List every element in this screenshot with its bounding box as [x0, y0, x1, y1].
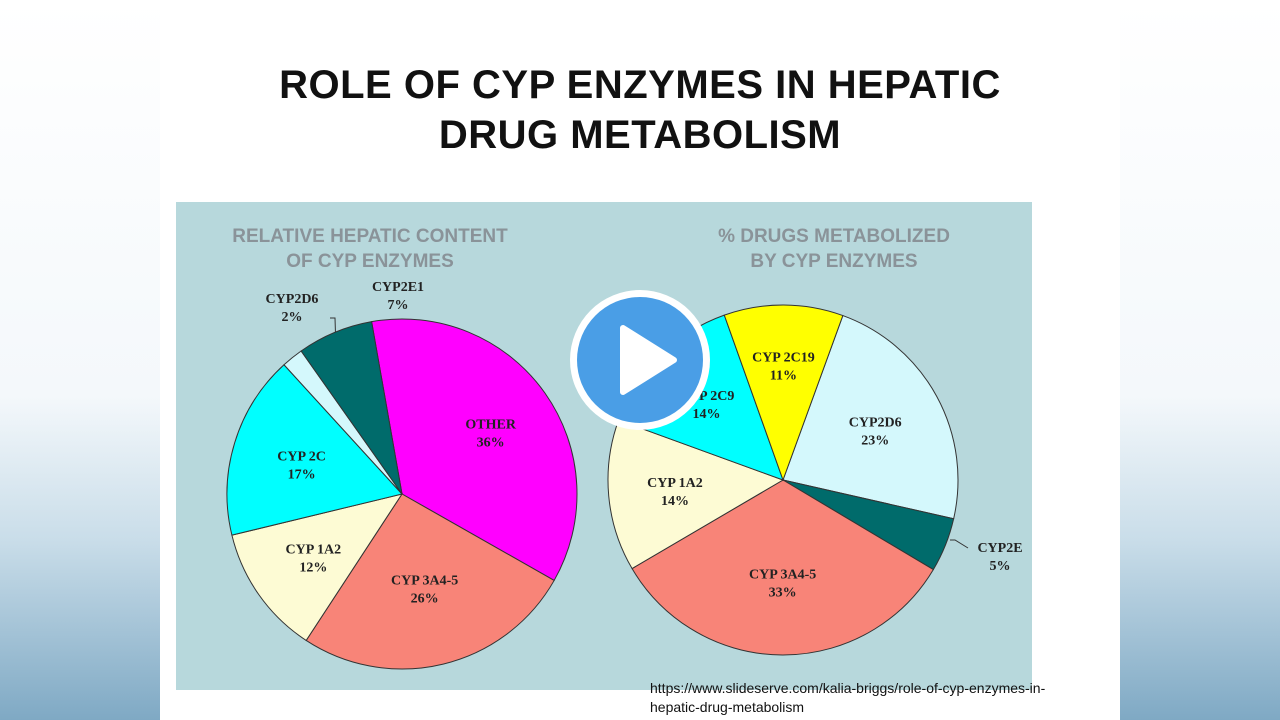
pie-slice-cyp-3a4-5 — [305, 493, 555, 670]
slice-label-other: OTHER — [465, 417, 516, 432]
right-pie-title-line-2: BY CYP ENZYMES — [750, 251, 918, 272]
slice-value-cyp-2c9: 14% — [693, 407, 721, 422]
pie-slice-cyp-1a2 — [607, 419, 785, 570]
slice-value-cyp2d6: 2% — [282, 310, 303, 325]
slice-label-cyp2d6: CYP2D6 — [849, 416, 902, 431]
pie-slice-cyp-2c — [226, 364, 403, 536]
slice-value-cyp-2c: 17% — [288, 467, 316, 482]
slice-value-other: 36% — [477, 435, 505, 450]
source-citation[interactable]: https://www.slideserve.com/kalia-briggs/… — [650, 679, 1120, 717]
slice-label-cyp2d6: CYP2D6 — [266, 292, 319, 307]
pie-slice-cyp2d6 — [782, 314, 959, 520]
slice-label-cyp2e1: CYP2E1 — [372, 280, 424, 295]
pie-slice-cyp-1a2 — [231, 493, 404, 642]
slide-title-line-1: ROLE OF CYP ENZYMES IN HEPATIC — [279, 63, 1001, 107]
slice-value-cyp2d6: 23% — [861, 434, 889, 449]
slice-label-cyp-2c: CYP 2C — [277, 449, 326, 464]
slice-label-cyp-3a4-5: CYP 3A4-5 — [391, 574, 458, 589]
pie-slice-cyp-3a4-5 — [631, 479, 935, 656]
slice-label-cyp-1a2: CYP 1A2 — [647, 476, 703, 491]
left-pie-title-line-1: RELATIVE HEPATIC CONTENT — [232, 226, 508, 247]
play-icon — [570, 290, 710, 430]
slide-title-line-2: DRUG METABOLISM — [438, 113, 842, 157]
pie-slice-cyp-2c19 — [723, 304, 844, 482]
right-pie-title-line-1: % DRUGS METABOLIZED — [718, 226, 950, 247]
right-pie-title: % DRUGS METABOLIZED BY CYP ENZYMES — [624, 224, 1044, 274]
pie-chart-drugs-metabolized: CYP2D6 23% CYP2E 5% CYP 3A4-5 33% CYP 1A2 14% CY… — [607, 304, 1023, 656]
slide-title: ROLE OF CYP ENZYMES IN HEPATIC DRUG META… — [160, 60, 1120, 160]
slice-value-cyp-1a2: 12% — [299, 561, 327, 576]
left-pie-title-line-2: OF CYP ENZYMES — [286, 251, 454, 272]
source-line-1: https://www.slideserve.com/kalia-briggs/… — [650, 680, 1046, 696]
pie-slice-cyp2e1 — [300, 321, 403, 495]
slice-label-cyp-2c19: CYP 2C19 — [752, 351, 815, 366]
slice-value-cyp2e1: 7% — [388, 298, 409, 313]
slice-value-cyp-3a4-5: 33% — [769, 585, 797, 600]
slice-label-cyp-1a2: CYP 1A2 — [286, 543, 342, 558]
slice-value-cyp-3a4-5: 26% — [411, 592, 439, 607]
pie-chart-hepatic-content: OTHER 36% CYP 3A4-5 26% CYP 1A2 12% CYP 2C 17% C… — [226, 280, 578, 670]
slice-label-cyp-3a4-5: CYP 3A4-5 — [749, 567, 816, 582]
slice-label-cyp2e: CYP2E — [977, 541, 1022, 556]
left-pie-title: RELATIVE HEPATIC CONTENT OF CYP ENZYMES — [160, 224, 580, 274]
source-line-2: hepatic-drug-metabolism — [650, 699, 805, 715]
slice-value-cyp2e: 5% — [990, 559, 1011, 574]
slice-value-cyp-2c19: 11% — [770, 369, 797, 384]
leader-line-cyp2e — [950, 539, 969, 549]
slice-value-cyp-1a2: 14% — [661, 494, 689, 509]
pie-slice-other — [371, 318, 578, 582]
play-button[interactable] — [568, 288, 712, 432]
